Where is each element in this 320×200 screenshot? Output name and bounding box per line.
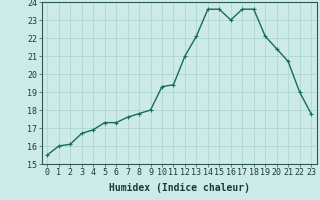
X-axis label: Humidex (Indice chaleur): Humidex (Indice chaleur): [109, 183, 250, 193]
